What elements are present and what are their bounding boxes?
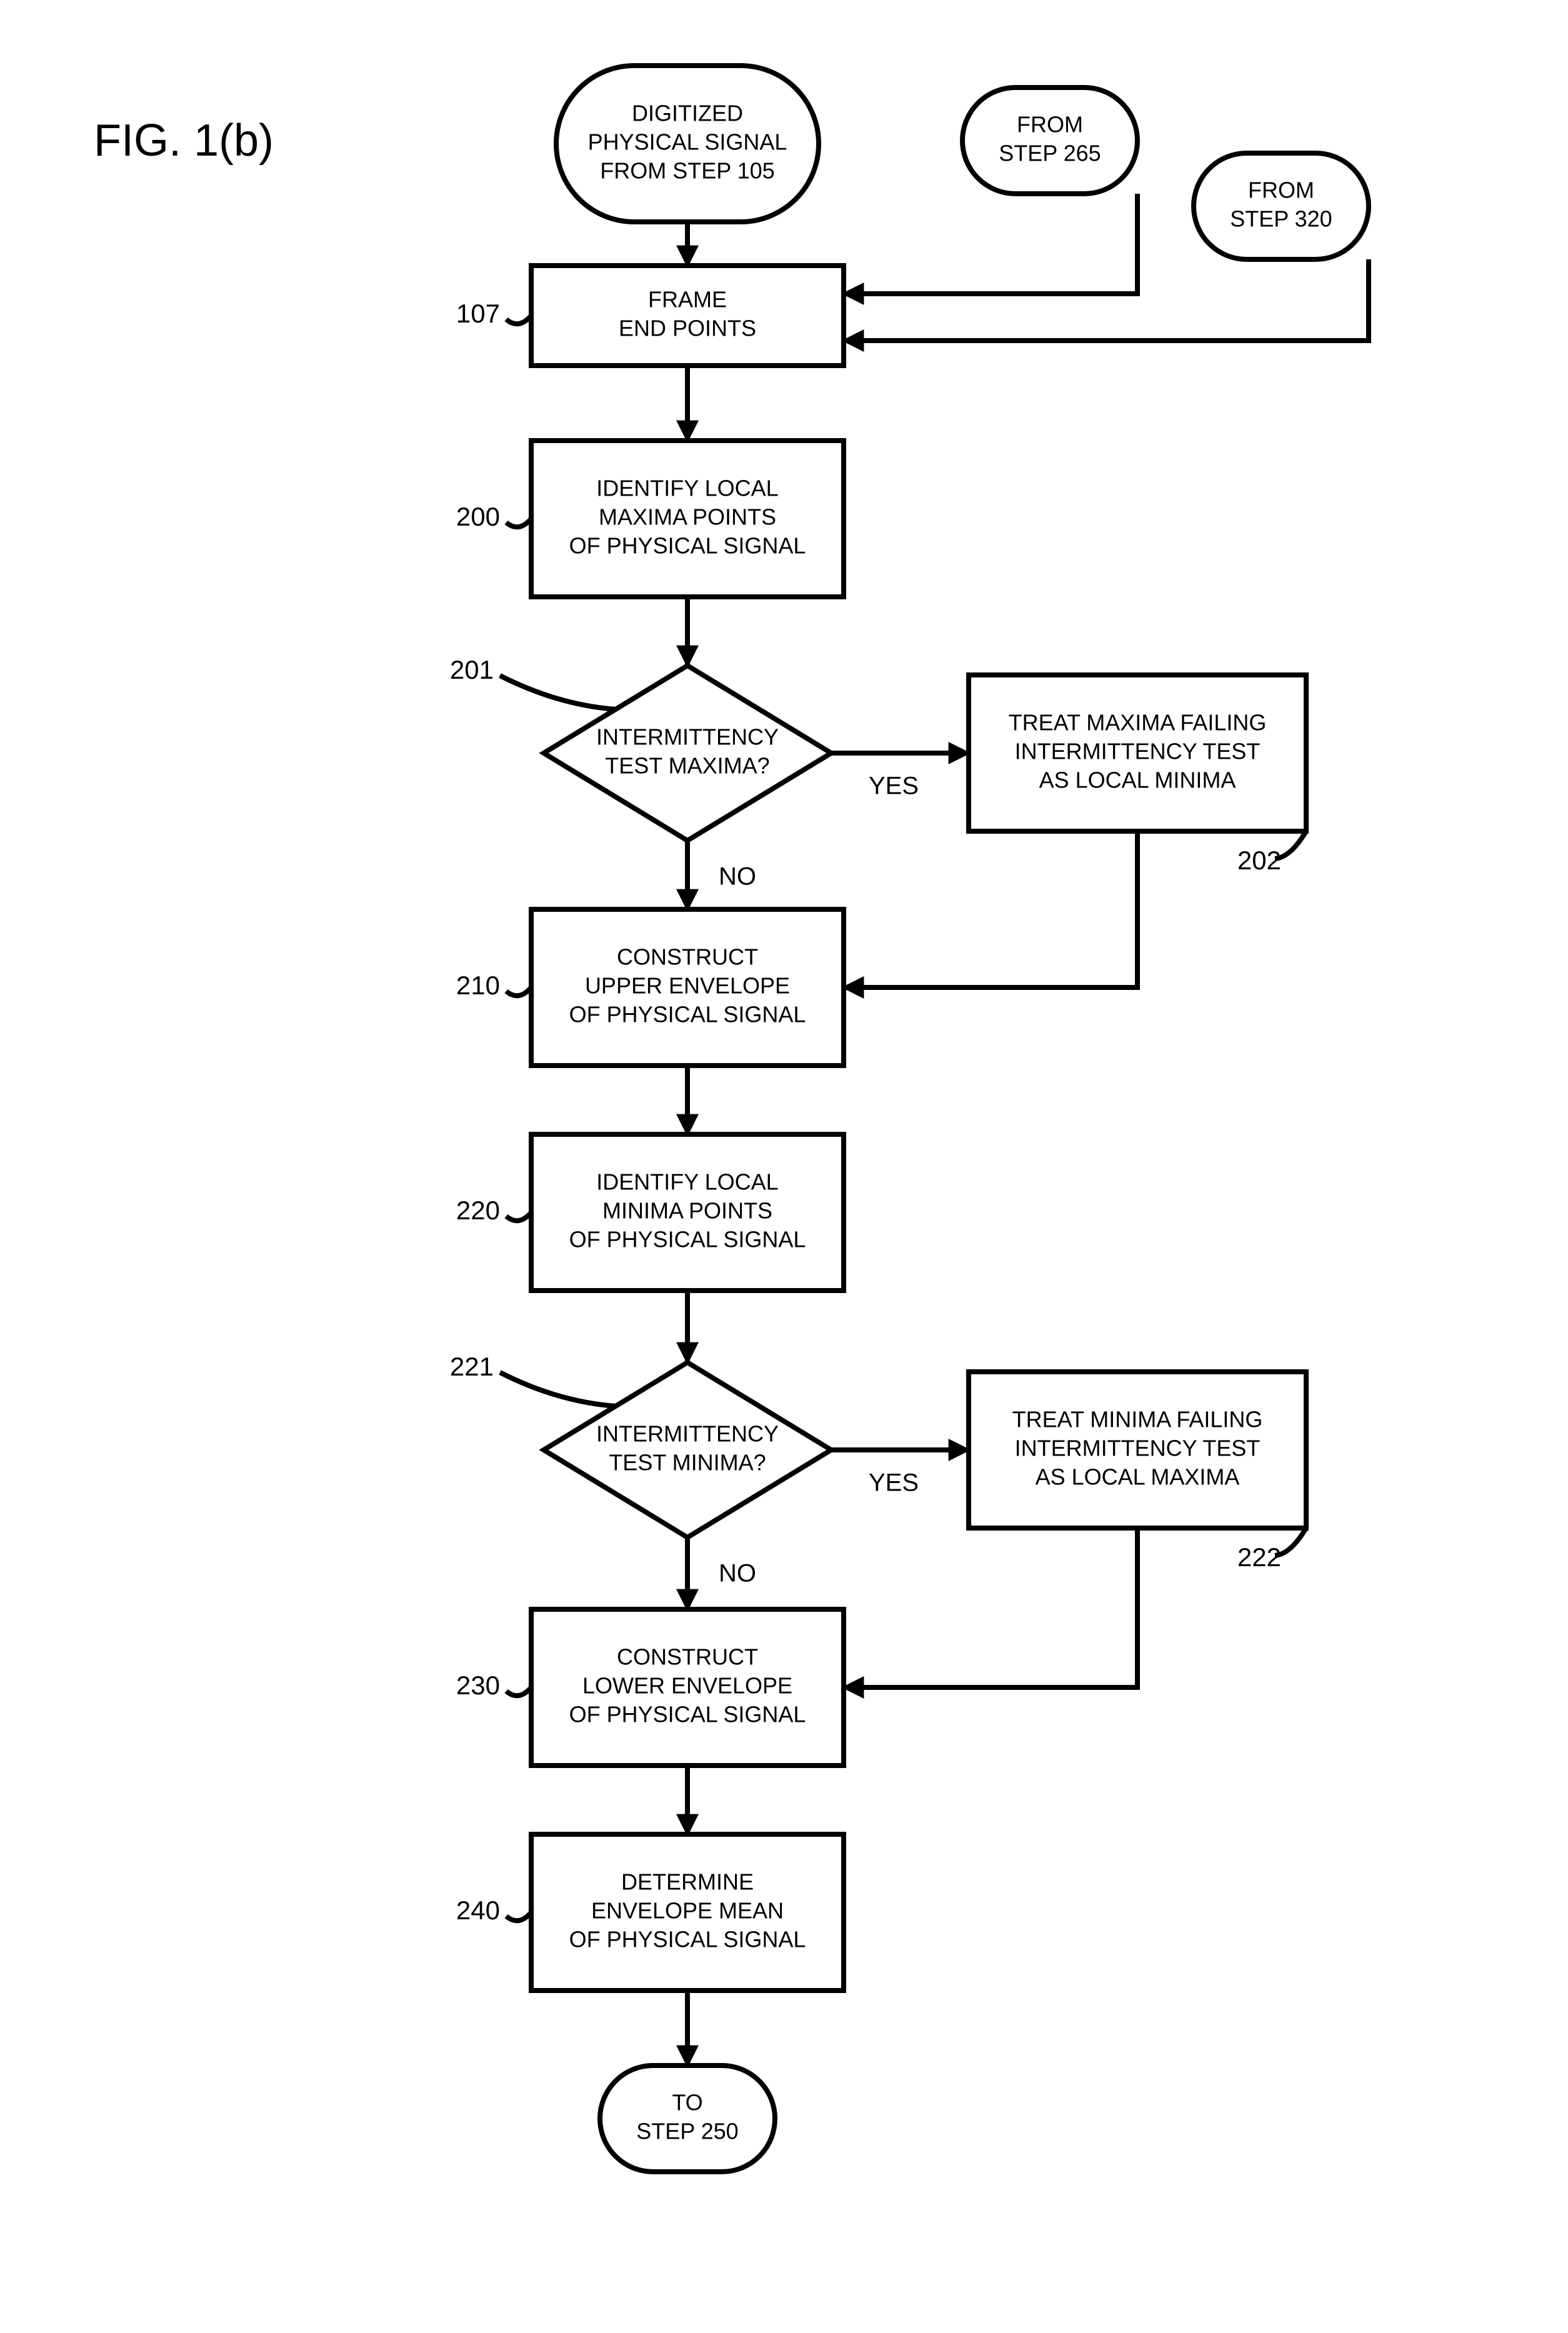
node-number-222: 222 xyxy=(1237,1542,1281,1572)
svg-text:TEST MINIMA?: TEST MINIMA? xyxy=(609,1450,766,1476)
svg-text:FROM: FROM xyxy=(1017,112,1083,137)
node-number-201: 201 xyxy=(450,655,494,684)
svg-text:OF PHYSICAL SIGNAL: OF PHYSICAL SIGNAL xyxy=(569,533,806,559)
figure-title: FIG. 1(b) xyxy=(94,116,274,166)
edge-n_from265-n_107 xyxy=(844,194,1137,294)
edge-label-yes: YES xyxy=(869,1469,919,1497)
leader-230 xyxy=(506,1687,531,1696)
svg-text:END POINTS: END POINTS xyxy=(619,316,756,341)
svg-text:STEP 320: STEP 320 xyxy=(1230,206,1332,232)
svg-text:OF PHYSICAL SIGNAL: OF PHYSICAL SIGNAL xyxy=(569,1227,806,1252)
svg-text:OF PHYSICAL SIGNAL: OF PHYSICAL SIGNAL xyxy=(569,1702,806,1727)
svg-text:IDENTIFY LOCAL: IDENTIFY LOCAL xyxy=(596,476,778,501)
svg-text:INTERMITTENCY TEST: INTERMITTENCY TEST xyxy=(1015,739,1261,764)
svg-text:STEP 265: STEP 265 xyxy=(999,141,1101,166)
svg-text:TO: TO xyxy=(672,2090,702,2116)
edge-n_222-n_230 xyxy=(844,1528,1137,1687)
svg-text:DIGITIZED: DIGITIZED xyxy=(632,101,743,126)
svg-text:LOWER ENVELOPE: LOWER ENVELOPE xyxy=(582,1673,792,1699)
svg-text:PHYSICAL SIGNAL: PHYSICAL SIGNAL xyxy=(588,129,787,155)
svg-text:IDENTIFY LOCAL: IDENTIFY LOCAL xyxy=(596,1169,778,1195)
svg-text:INTERMITTENCY: INTERMITTENCY xyxy=(596,1421,779,1447)
svg-text:UPPER ENVELOPE: UPPER ENVELOPE xyxy=(585,973,790,999)
node-number-240: 240 xyxy=(456,1896,500,1925)
svg-text:TREAT MINIMA FAILING: TREAT MINIMA FAILING xyxy=(1012,1407,1263,1432)
leader-107 xyxy=(506,316,531,324)
leader-210 xyxy=(506,987,531,996)
svg-text:ENVELOPE MEAN: ENVELOPE MEAN xyxy=(591,1898,784,1924)
nodes-group: FIG. 1(b) 107 200 201 202 210 220 221 222 230 240 xyxy=(94,66,1369,2172)
svg-text:FROM: FROM xyxy=(1248,177,1314,203)
svg-text:MAXIMA POINTS: MAXIMA POINTS xyxy=(599,504,776,530)
svg-text:OF PHYSICAL SIGNAL: OF PHYSICAL SIGNAL xyxy=(569,1927,806,1952)
node-number-202: 202 xyxy=(1237,846,1281,875)
node-number-200: 200 xyxy=(456,502,500,531)
svg-text:DETERMINE: DETERMINE xyxy=(621,1869,754,1895)
leader-201 xyxy=(500,676,616,709)
node-number-210: 210 xyxy=(456,971,500,1000)
node-number-107: 107 xyxy=(456,299,500,328)
svg-text:FRAME: FRAME xyxy=(648,287,727,312)
leader-221 xyxy=(500,1372,616,1406)
edge-label-yes: YES xyxy=(869,772,919,800)
leader-240 xyxy=(506,1912,531,1921)
svg-text:MINIMA POINTS: MINIMA POINTS xyxy=(602,1198,772,1224)
edge-n_from320-n_107 xyxy=(844,259,1369,341)
edge-label-no: NO xyxy=(719,1560,756,1587)
leader-200 xyxy=(506,519,531,527)
svg-text:INTERMITTENCY: INTERMITTENCY xyxy=(596,724,779,750)
node-number-221: 221 xyxy=(450,1352,494,1381)
flowchart-diagram: YES NO YES NO FIG. 1(b) 107 200 201 202 210 220 221… xyxy=(0,0,1568,2333)
node-number-220: 220 xyxy=(456,1196,500,1225)
svg-text:AS LOCAL MAXIMA: AS LOCAL MAXIMA xyxy=(1036,1464,1240,1490)
svg-text:CONSTRUCT: CONSTRUCT xyxy=(617,1644,758,1670)
svg-text:TEST MAXIMA?: TEST MAXIMA? xyxy=(605,753,769,779)
leader-220 xyxy=(506,1212,531,1221)
svg-text:STEP 250: STEP 250 xyxy=(636,2119,738,2144)
svg-text:CONSTRUCT: CONSTRUCT xyxy=(617,944,758,970)
edge-label-no: NO xyxy=(719,863,756,891)
svg-text:FROM STEP 105: FROM STEP 105 xyxy=(600,158,774,184)
svg-text:OF PHYSICAL SIGNAL: OF PHYSICAL SIGNAL xyxy=(569,1002,806,1027)
svg-text:INTERMITTENCY TEST: INTERMITTENCY TEST xyxy=(1015,1436,1261,1461)
svg-text:AS LOCAL MINIMA: AS LOCAL MINIMA xyxy=(1039,767,1236,793)
node-number-230: 230 xyxy=(456,1671,500,1700)
edge-n_202-n_210 xyxy=(844,831,1137,987)
svg-text:TREAT MAXIMA FAILING: TREAT MAXIMA FAILING xyxy=(1009,710,1267,736)
